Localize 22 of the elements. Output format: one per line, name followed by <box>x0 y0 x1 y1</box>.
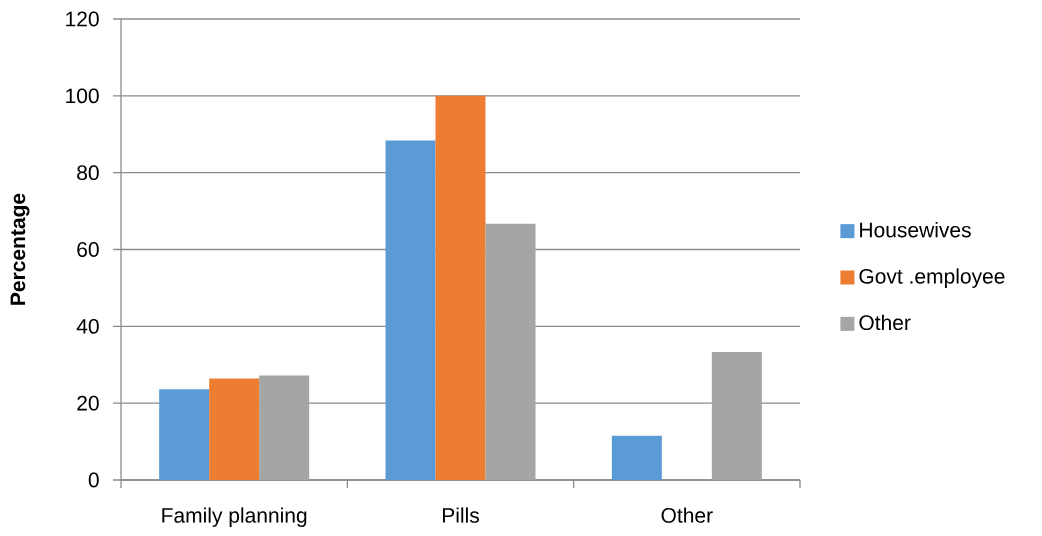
y-tick-label: 40 <box>76 318 99 334</box>
bar <box>209 378 260 480</box>
bar <box>711 352 762 480</box>
bar <box>159 389 210 480</box>
y-axis-title: Percentage <box>10 193 30 305</box>
bar <box>485 223 536 480</box>
y-tick-label: 0 <box>88 472 99 488</box>
y-tick-label: 20 <box>77 395 99 411</box>
legend-label: Govt .employee <box>859 268 1005 288</box>
bar <box>435 95 486 480</box>
x-tick-label: Family planning <box>162 507 307 527</box>
x-tick-label: Other <box>661 507 713 523</box>
x-tick-label: Pills <box>442 507 479 523</box>
y-tick-label: 60 <box>77 242 99 257</box>
legend-label: Housewives <box>860 221 971 238</box>
y-tick-label: 80 <box>77 165 99 181</box>
bar <box>385 140 436 480</box>
y-tick-label: 120 <box>66 11 99 27</box>
y-tick-label: 100 <box>66 88 99 104</box>
legend-label: Other <box>859 314 911 331</box>
bar <box>611 435 662 480</box>
bar <box>259 375 310 480</box>
